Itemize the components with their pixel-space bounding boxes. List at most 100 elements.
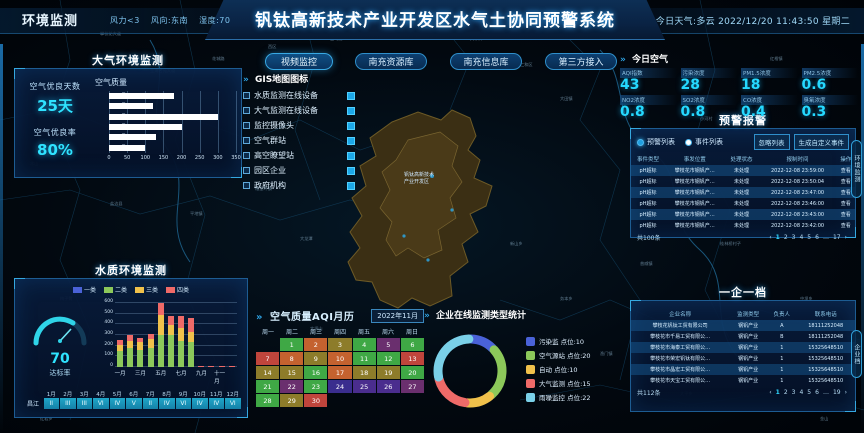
- calendar-day-cell[interactable]: 18: [352, 366, 376, 379]
- gis-layer-item[interactable]: 大气监测在线设备: [243, 105, 355, 116]
- view-action-link[interactable]: 查看: [836, 165, 855, 176]
- table-row[interactable]: pH超标 攀枝花市钢钒产… 未处理 2022-12-08 23:46:00 查看: [631, 198, 855, 209]
- calendar-day-cell[interactable]: 3: [328, 338, 352, 351]
- page-number[interactable]: 4: [799, 389, 804, 396]
- donut-segment[interactable]: [486, 345, 507, 400]
- gis-layer-item[interactable]: 水质监测在线设备: [243, 90, 355, 101]
- calendar-day-cell[interactable]: 9: [304, 352, 328, 365]
- layer-checkbox[interactable]: [347, 166, 355, 175]
- calendar-day-cell[interactable]: 1: [280, 338, 304, 351]
- gis-layer-item[interactable]: 监控摄像头: [243, 120, 355, 131]
- page-number[interactable]: 3: [791, 234, 796, 241]
- calendar-day-cell[interactable]: 15: [280, 366, 304, 379]
- page-number[interactable]: …: [822, 389, 829, 396]
- calendar-day-cell[interactable]: 10: [328, 352, 352, 365]
- calendar-day-cell[interactable]: 2: [304, 338, 328, 351]
- view-action-link[interactable]: 查看: [840, 179, 851, 185]
- month-selector[interactable]: 2022年11月: [371, 308, 424, 323]
- gis-layer-item[interactable]: 园区企业: [243, 165, 355, 176]
- page-number[interactable]: 1: [775, 389, 780, 396]
- calendar-day-cell[interactable]: 8: [280, 352, 304, 365]
- calendar-day-cell[interactable]: 28: [256, 394, 280, 407]
- nav-button-resource[interactable]: 南充资源库: [355, 53, 427, 70]
- calendar-day-cell[interactable]: 14: [256, 366, 280, 379]
- view-action-link[interactable]: 查看: [836, 209, 855, 220]
- page-number[interactable]: 3: [791, 389, 796, 396]
- table-row[interactable]: pH超标 攀枝花市钢钒产… 未处理 2022-12-08 23:50:04 查看: [631, 176, 855, 187]
- next-page-button[interactable]: ›: [844, 389, 847, 396]
- page-number[interactable]: 17: [832, 234, 841, 241]
- page-number[interactable]: 19: [832, 389, 841, 396]
- table-row[interactable]: pH超标 攀枝花市钢钒产… 未处理 2022-12-08 23:42:00 查看: [631, 220, 855, 231]
- page-number[interactable]: 6: [815, 389, 819, 396]
- table-row[interactable]: pH超标 攀枝花市钢钒产… 未处理 2022-12-08 23:59:00 查看: [631, 165, 855, 176]
- layer-checkbox[interactable]: [347, 151, 355, 160]
- calendar-day-cell[interactable]: 24: [328, 380, 352, 393]
- calendar-day-cell[interactable]: 16: [304, 366, 328, 379]
- calendar-day-cell[interactable]: 30: [304, 394, 328, 407]
- donut-segment[interactable]: [434, 374, 470, 408]
- donut-segment[interactable]: [466, 334, 498, 353]
- layer-checkbox[interactable]: [347, 121, 355, 130]
- calendar-day-cell[interactable]: 13: [400, 352, 424, 365]
- side-tab-enterprise[interactable]: 企业档: [851, 330, 862, 378]
- table-row[interactable]: 攀枝花钒钛工贸有限公司 钢钒产业 A 18111252048: [631, 320, 855, 331]
- nav-button-info[interactable]: 南充信息库: [450, 53, 522, 70]
- table-row[interactable]: 攀枝花市海泰工贸有限公… 钢钒产业 1 15325648510: [631, 342, 855, 353]
- calendar-day-cell[interactable]: 20: [400, 366, 424, 379]
- page-number[interactable]: 2: [783, 234, 788, 241]
- ignore-list-button[interactable]: 忽略列表: [753, 134, 790, 150]
- view-action-link[interactable]: 查看: [836, 187, 855, 198]
- calendar-day-cell[interactable]: 21: [256, 380, 280, 393]
- calendar-day-cell[interactable]: 29: [280, 394, 304, 407]
- view-action-link[interactable]: 查看: [840, 201, 851, 207]
- prev-page-button[interactable]: ‹: [769, 234, 772, 241]
- enterprise-page-links[interactable]: ‹ 1 2 3 4 5 6… 19 ›: [767, 389, 849, 396]
- calendar-day-cell[interactable]: 23: [304, 380, 328, 393]
- table-row[interactable]: pH超标 攀枝花市钢钒产… 未处理 2022-12-08 23:47:00 查看: [631, 187, 855, 198]
- side-tab-environment[interactable]: 环境监测: [851, 140, 862, 198]
- gis-layer-item[interactable]: 空气群站: [243, 135, 355, 146]
- layer-checkbox[interactable]: [347, 136, 355, 145]
- calendar-day-cell[interactable]: 26: [376, 380, 400, 393]
- donut-segment[interactable]: [462, 391, 495, 408]
- nav-button-third-party[interactable]: 第三方接入: [545, 53, 617, 70]
- page-number[interactable]: 4: [799, 234, 804, 241]
- calendar-day-cell[interactable]: 17: [328, 366, 352, 379]
- calendar-day-cell[interactable]: 5: [376, 338, 400, 351]
- table-row[interactable]: pH超标 攀枝花市钢钒产… 未处理 2022-12-08 23:43:00 查看: [631, 209, 855, 220]
- calendar-day-cell[interactable]: 25: [352, 380, 376, 393]
- page-number[interactable]: 1: [775, 234, 780, 241]
- tab-event-list[interactable]: 事件列表: [685, 137, 723, 147]
- view-action-link[interactable]: 查看: [840, 223, 851, 229]
- calendar-day-cell[interactable]: 4: [352, 338, 376, 351]
- calendar-day-cell[interactable]: 27: [400, 380, 424, 393]
- calendar-day-cell[interactable]: 11: [352, 352, 376, 365]
- calendar-day-grid[interactable]: 1 2 3 4 5 6 7 8 9 10 11 12 13 14 15 16 17 18 19 20 21 22 23 24 2…: [256, 338, 424, 407]
- video-monitor-button[interactable]: 视频监控: [265, 53, 333, 70]
- page-number[interactable]: 6: [815, 234, 819, 241]
- calendar-day-cell[interactable]: 12: [376, 352, 400, 365]
- calendar-day-cell[interactable]: 6: [400, 338, 424, 351]
- calendar-day-cell[interactable]: 7: [256, 352, 280, 365]
- table-row[interactable]: 攀枝花市晶宏工贸有限公… 钢钒产业 1 15325648510: [631, 364, 855, 375]
- table-row[interactable]: 攀枝花市千易工贸有限公… 钢钒产业 B 18111252048: [631, 331, 855, 342]
- prev-page-button[interactable]: ‹: [769, 389, 772, 396]
- page-number[interactable]: …: [822, 234, 829, 241]
- tab-alarm-list[interactable]: 预警列表: [637, 137, 675, 147]
- create-event-button[interactable]: 生成自定义事件: [793, 134, 849, 150]
- page-number[interactable]: 5: [807, 234, 812, 241]
- calendar-day-cell[interactable]: 22: [280, 380, 304, 393]
- page-number[interactable]: 2: [783, 389, 788, 396]
- table-row[interactable]: 攀枝花市荣宏钒钛有限公… 钢钒产业 1 15325648510: [631, 353, 855, 364]
- gis-layer-item[interactable]: 政府机构: [243, 180, 355, 191]
- warning-page-links[interactable]: ‹ 1 2 3 4 5 6… 17 ›: [767, 234, 849, 241]
- next-page-button[interactable]: ›: [844, 234, 847, 241]
- gis-layer-item[interactable]: 高空瞭望站: [243, 150, 355, 161]
- layer-checkbox[interactable]: [347, 91, 355, 100]
- donut-segment[interactable]: [433, 334, 474, 382]
- layer-checkbox[interactable]: [347, 106, 355, 115]
- calendar-day-cell[interactable]: 19: [376, 366, 400, 379]
- layer-checkbox[interactable]: [347, 181, 355, 190]
- table-row[interactable]: 攀枝花市天宝工贸有限公… 钢钒产业 1 15325648510: [631, 375, 855, 386]
